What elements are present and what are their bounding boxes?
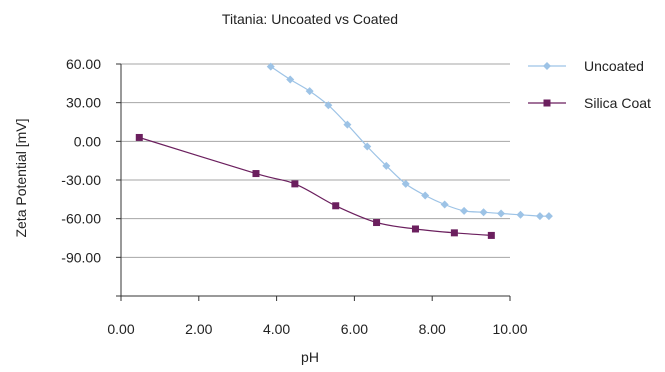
uncoated-point	[343, 120, 352, 129]
x-tick-label: 2.00	[185, 321, 212, 337]
uncoated-point	[382, 161, 391, 170]
data-points	[135, 62, 553, 239]
uncoated-point	[460, 206, 469, 215]
uncoated-point	[305, 87, 314, 96]
silica-coat-point	[411, 225, 419, 233]
silica-coat-point	[252, 170, 260, 178]
series-lines	[139, 66, 549, 236]
x-tick-label: 8.00	[419, 321, 446, 337]
legend-swatch-marker	[543, 62, 551, 70]
x-tick-label: 6.00	[341, 321, 368, 337]
uncoated-point	[286, 75, 295, 84]
silica-coat-point	[373, 219, 381, 227]
uncoated-point	[440, 200, 449, 209]
y-tick-label: -30.00	[61, 172, 101, 188]
legend: Uncoated Silica Coat	[528, 58, 651, 111]
uncoated-point	[266, 62, 275, 71]
legend-label-uncoated: Uncoated	[584, 58, 644, 74]
uncoated-point	[516, 210, 525, 219]
grid-lines	[116, 63, 511, 301]
chart-title: Titania: Uncoated vs Coated	[222, 11, 398, 27]
y-tick-label: 60.00	[66, 56, 101, 72]
uncoated-point	[497, 209, 506, 218]
uncoated-point	[479, 208, 488, 217]
y-tick-label: -60.00	[61, 211, 101, 227]
y-tick-labels: 60.00 30.00 0.00 -30.00 -60.00 -90.00	[61, 56, 101, 265]
legend-swatch-marker	[543, 99, 551, 107]
uncoated-line	[270, 66, 549, 217]
silica-coat-line	[139, 136, 492, 236]
silica-coat-point	[135, 133, 143, 141]
uncoated-point	[421, 191, 430, 200]
y-axis-label: Zeta Potential [mV]	[13, 118, 29, 237]
y-tick-label: -90.00	[61, 249, 101, 265]
uncoated-point	[544, 212, 553, 221]
uncoated-point	[363, 142, 372, 151]
x-axis-label: pH	[301, 349, 319, 365]
uncoated-point	[401, 179, 410, 188]
y-tick-label: 30.00	[66, 95, 101, 111]
silica-coat-point	[487, 231, 495, 239]
silica-coat-point	[450, 229, 458, 237]
x-tick-labels: 0.00 2.00 4.00 6.00 8.00 10.00	[107, 321, 527, 337]
silica-coat-point	[332, 202, 340, 210]
uncoated-point	[535, 212, 544, 221]
x-tick-label: 10.00	[492, 321, 527, 337]
legend-label-silica-coat: Silica Coat	[584, 95, 651, 111]
y-tick-label: 0.00	[74, 133, 101, 149]
x-tick-label: 0.00	[107, 321, 134, 337]
x-tick-label: 4.00	[263, 321, 290, 337]
uncoated-point	[324, 101, 333, 110]
silica-coat-point	[291, 180, 299, 188]
